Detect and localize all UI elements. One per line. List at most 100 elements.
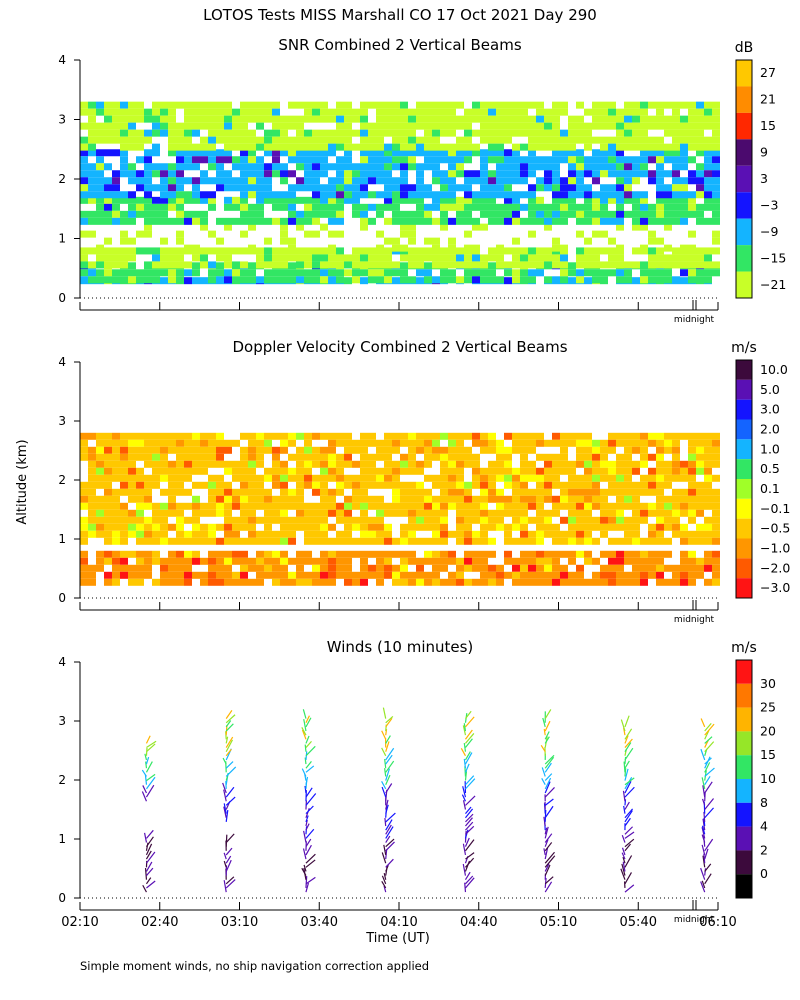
heatmap-cell [528,191,536,199]
wind-barb [700,867,706,880]
heatmap-cell [368,163,376,171]
heatmap-cell [104,177,112,185]
heatmap-cell [568,530,576,538]
heatmap-cell [192,217,200,225]
heatmap-cell [368,460,376,468]
wind-barb [385,858,394,868]
heatmap-cell [320,530,328,538]
heatmap-cell [368,149,376,157]
heatmap-cell [664,516,672,524]
heatmap-cell [440,156,448,164]
heatmap-cell [616,223,624,231]
heatmap-cell [640,143,648,151]
heatmap-cell [352,439,360,447]
heatmap-cell [232,502,240,510]
heatmap-cell [304,177,312,185]
heatmap-cell [96,446,104,454]
heatmap-cell [424,502,432,510]
heatmap-cell [584,217,592,225]
heatmap-cell [88,432,96,440]
heatmap-cell [192,163,200,171]
heatmap-cell [344,557,352,565]
wind-barb [701,834,706,843]
heatmap-cell [104,557,112,565]
heatmap-cell [96,530,104,538]
heatmap-cell [248,474,256,482]
heatmap-cell [368,474,376,482]
heatmap-cell [304,261,312,269]
heatmap-cell [464,108,472,116]
heatmap-cell [408,509,416,517]
heatmap-cell [360,557,368,565]
heatmap-cell [136,571,144,579]
heatmap-cell [680,163,688,171]
heatmap-cell [504,122,512,130]
heatmap-cell [632,432,640,440]
heatmap-cell [440,557,448,565]
heatmap-cell [232,578,240,586]
heatmap-cell [312,230,320,238]
heatmap-cell [688,537,696,545]
colorbar-swatch [736,86,752,113]
heatmap-cell [680,196,688,204]
heatmap-cell [336,191,344,199]
heatmap-cell [440,460,448,468]
heatmap-cell [504,509,512,517]
heatmap-cell [616,276,624,284]
heatmap-cell [688,115,696,123]
heatmap-cell [280,474,288,482]
heatmap-cell [688,203,696,211]
heatmap-cell [656,237,664,245]
heatmap-cell [176,460,184,468]
heatmap-cell [168,474,176,482]
heatmap-cell [712,191,720,199]
heatmap-cell [640,502,648,510]
wind-barb [544,863,550,872]
heatmap-cell [232,460,240,468]
wind-barb [385,735,391,744]
heatmap-cell [216,432,224,440]
heatmap-cell [520,170,528,178]
heatmap-cell [344,509,352,517]
heatmap-cell [472,191,480,199]
heatmap-cell [168,196,176,204]
heatmap-cell [384,177,392,185]
heatmap-cell [232,276,240,284]
heatmap-cell [480,163,488,171]
heatmap-cell [384,276,392,284]
heatmap-cell [320,136,328,144]
heatmap-cell [144,276,152,284]
heatmap-cell [248,170,256,178]
heatmap-cell [112,495,120,503]
heatmap-cell [480,254,488,262]
heatmap-cell [168,578,176,586]
heatmap-cell [376,474,384,482]
heatmap-cell [704,453,712,461]
wind-barb [305,745,316,757]
heatmap-cell [632,530,640,538]
wind-barb [225,739,234,752]
heatmap-cell [688,196,696,204]
heatmap-cell [312,502,320,510]
heatmap-cell [128,488,136,496]
heatmap-cell [512,432,520,440]
heatmap-cell [432,432,440,440]
heatmap-cell [608,143,616,151]
heatmap-cell [400,101,408,109]
heatmap-cell [472,217,480,225]
heatmap-cell [112,191,120,199]
heatmap-cell [440,223,448,231]
heatmap-cell [120,196,128,204]
heatmap-cell [488,254,496,262]
heatmap-cell [552,196,560,204]
heatmap-cell [360,446,368,454]
heatmap-cell [408,516,416,524]
heatmap-cell [320,247,328,255]
heatmap-cell [80,502,88,510]
wind-barb [624,756,627,765]
heatmap-cell [464,502,472,510]
heatmap-cell [424,237,432,245]
heatmap-cell [264,261,272,269]
heatmap-cell [128,439,136,447]
heatmap-cell [648,156,656,164]
